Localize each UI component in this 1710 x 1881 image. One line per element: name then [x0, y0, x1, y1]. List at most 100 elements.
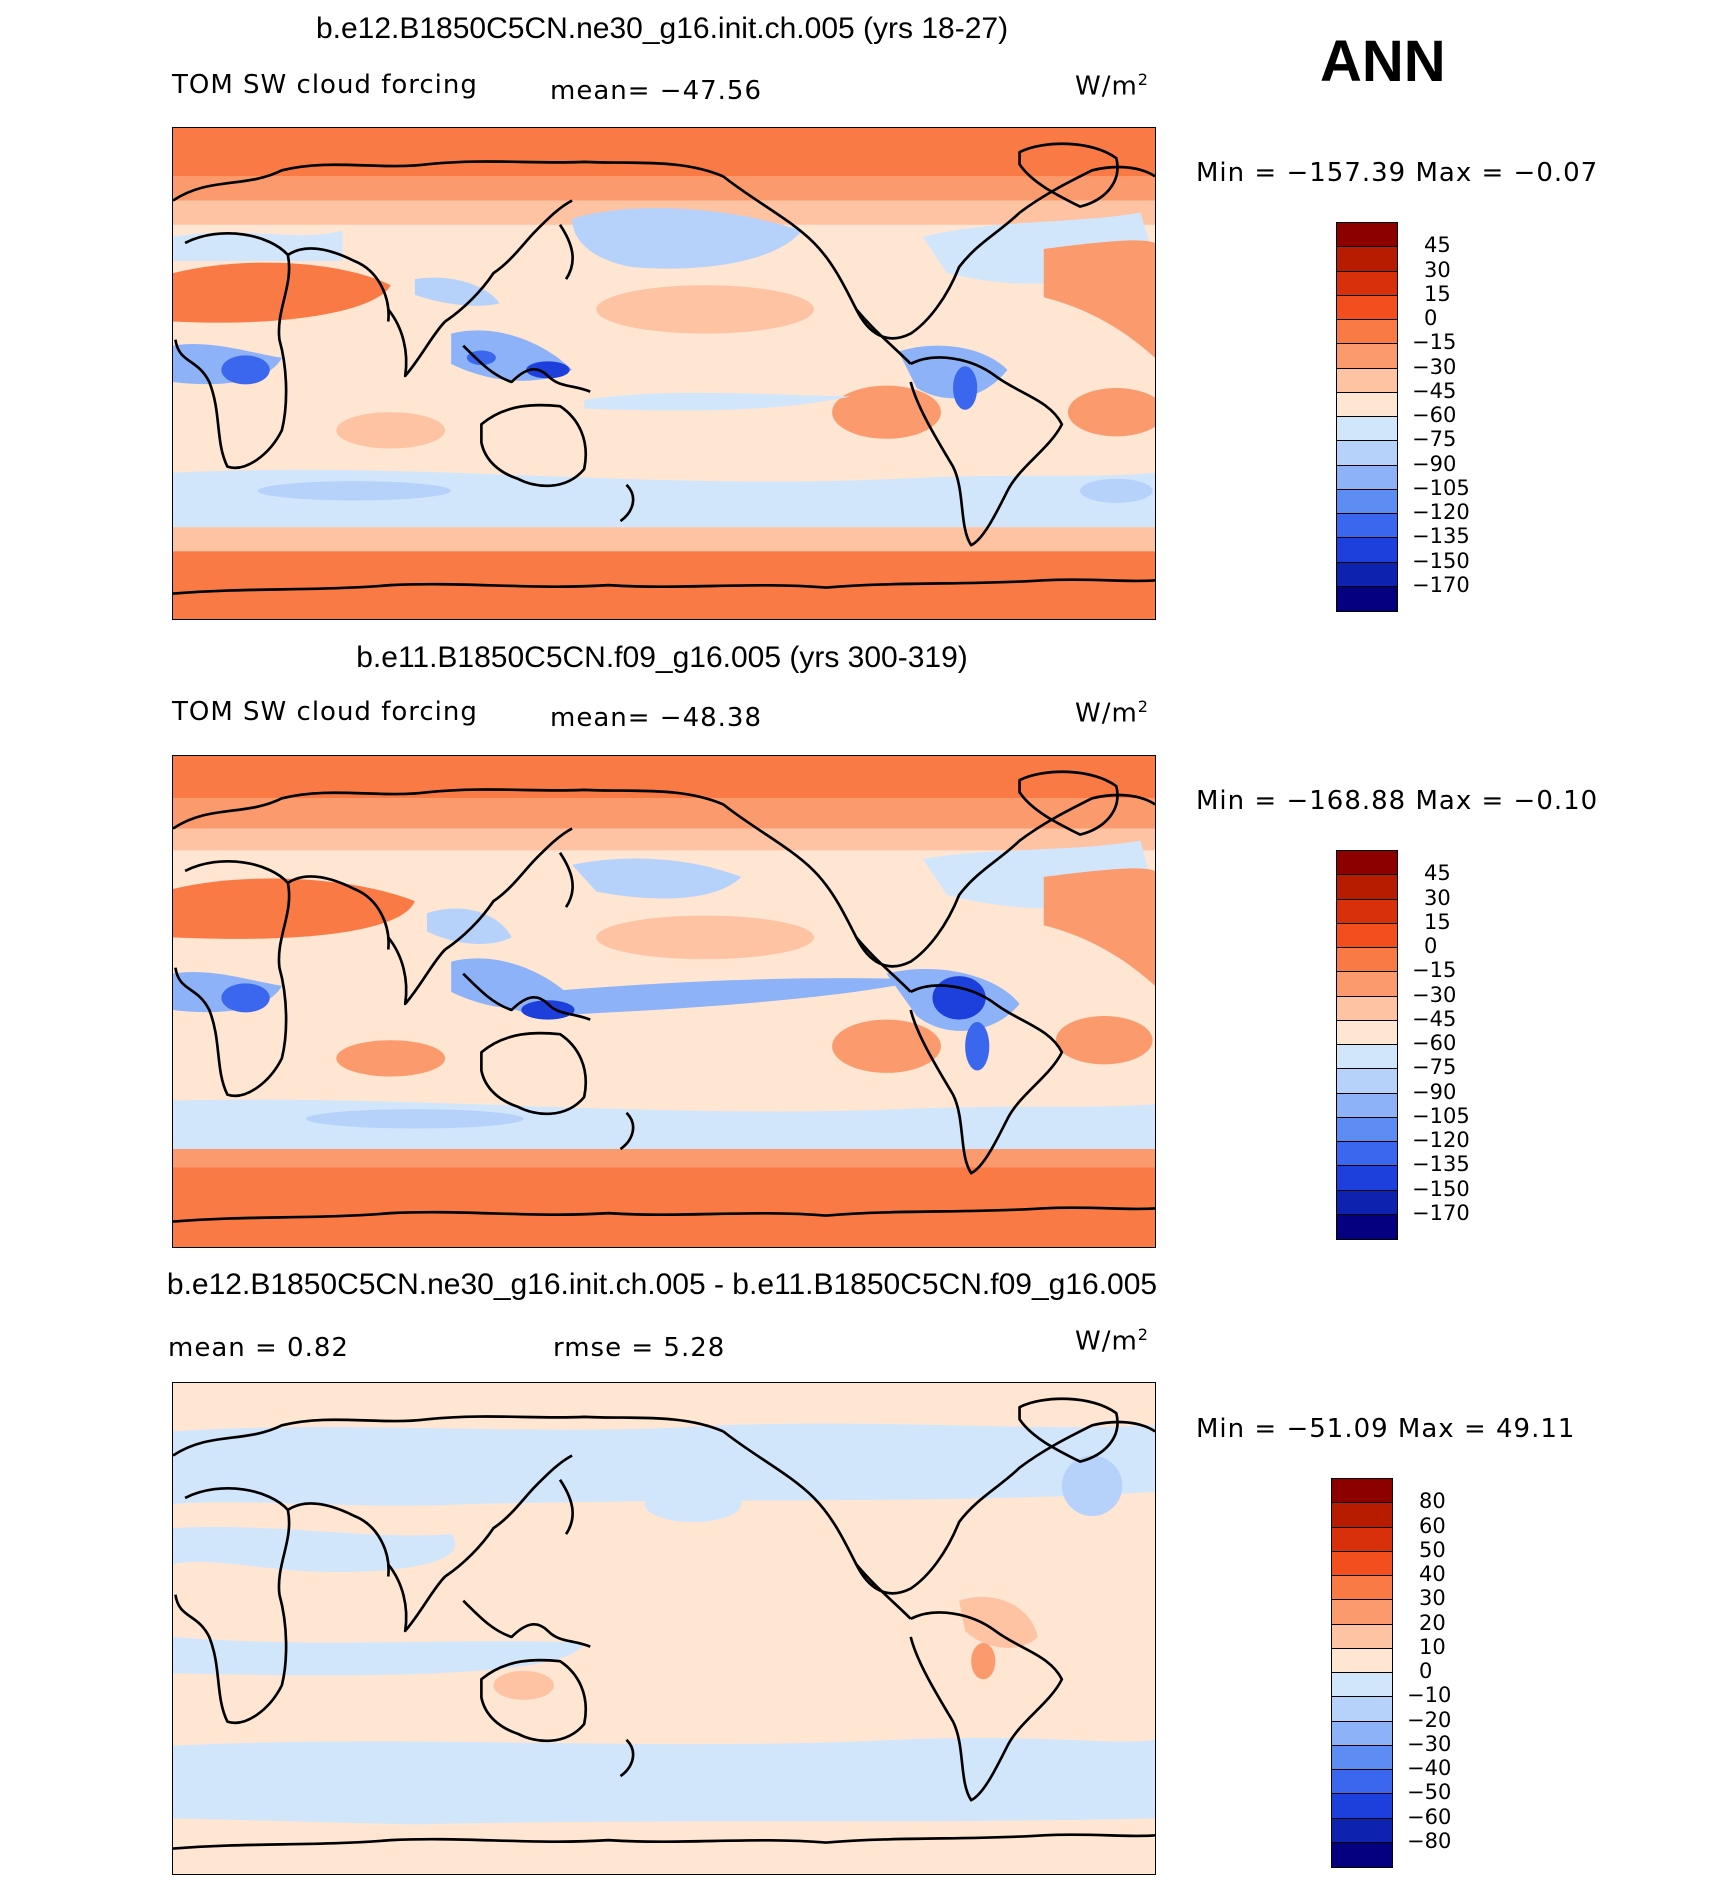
panel-2-colorbar-tick-label: 0	[1424, 934, 1438, 958]
panel-2-colorbar	[1336, 850, 1398, 1240]
panel-1-colorbar-tick-label: 45	[1424, 233, 1451, 258]
panel-1-colorbar-segment	[1337, 320, 1397, 345]
panel-2-colorbar-tick-label: −75	[1412, 1055, 1457, 1080]
panel-2-colorbar-tick-label: −60	[1412, 1031, 1457, 1055]
panel-3-colorbar-tick-label: 10	[1419, 1634, 1446, 1659]
panel-2-minmax: Min = −168.88 Max = −0.10	[1196, 786, 1599, 816]
panel-1-colorbar-tick-label: −75	[1412, 427, 1457, 452]
panel-3-colorbar-segment	[1332, 1503, 1392, 1528]
panel-3-colorbar-tick-label: −80	[1407, 1828, 1452, 1853]
panel-3-rmse: rmse = 5.28	[553, 1333, 726, 1363]
panel-2-colorbar-tick-label: −15	[1412, 958, 1457, 983]
season-label: ANN	[1320, 29, 1446, 94]
panel-3-colorbar-segment	[1332, 1527, 1392, 1552]
panel-3-map	[172, 1382, 1156, 1875]
panel-1-colorbar-tick-label: 15	[1424, 281, 1451, 306]
panel-3-colorbar-tick-label: −10	[1407, 1683, 1452, 1708]
panel-1-colorbar-tick-label: −45	[1412, 378, 1457, 403]
panel-3-colorbar-tick-label: 0	[1419, 1659, 1433, 1683]
panel-3-colorbar-tick-label: 60	[1419, 1513, 1446, 1538]
panel-1-colorbar-tick-label: −90	[1412, 451, 1457, 476]
panel-3-colorbar-tick-label: 20	[1419, 1610, 1446, 1635]
panel-1-colorbar-segment	[1337, 344, 1397, 369]
panel-2-map	[172, 755, 1156, 1248]
panel-2-colorbar-segment	[1337, 1214, 1397, 1239]
panel-1-colorbar-segment	[1337, 489, 1397, 514]
panel-2-variable-label: TOM SW cloud forcing	[172, 697, 478, 727]
panel-2-colorbar-segment	[1337, 1166, 1397, 1191]
panel-2-colorbar-tick-label: −105	[1412, 1103, 1470, 1128]
panel-2-colorbar-segment	[1337, 1117, 1397, 1142]
panel-3-colorbar-tick-label: −50	[1407, 1780, 1452, 1805]
panel-2-colorbar-tick-label: −170	[1412, 1200, 1470, 1225]
panel-3-colorbar-tick-label: 50	[1419, 1537, 1446, 1562]
panel-3-colorbar-tick-label: 80	[1419, 1489, 1446, 1514]
panel-2-colorbar-segment	[1337, 1142, 1397, 1167]
panel-3-colorbar-segment	[1332, 1551, 1392, 1576]
panel-2-colorbar-tick-label: −150	[1412, 1176, 1470, 1201]
panel-2-colorbar-tick-label: −45	[1412, 1006, 1457, 1031]
panel-3-colorbar-tick-label: 30	[1419, 1586, 1446, 1611]
panel-1-colorbar-segment	[1337, 223, 1397, 248]
panel-3-colorbar-segment	[1332, 1794, 1392, 1819]
panel-1-colorbar-tick-label: −30	[1412, 354, 1457, 379]
panel-2-colorbar-segment	[1337, 1190, 1397, 1215]
panel-3-colorbar-segment	[1332, 1479, 1392, 1504]
panel-2-colorbar-tick-label: −120	[1412, 1128, 1470, 1152]
panel-1-colorbar-segment	[1337, 441, 1397, 466]
panel-2-colorbar-segment	[1337, 1020, 1397, 1045]
panel-2-units: W/m2	[1075, 697, 1149, 729]
panel-1-variable-label: TOM SW cloud forcing	[172, 70, 478, 100]
panel-1-colorbar-segment	[1337, 586, 1397, 611]
panel-3-colorbar-segment	[1332, 1745, 1392, 1770]
panel-2-colorbar-segment	[1337, 875, 1397, 900]
panel-2-colorbar-tick-label: −135	[1412, 1152, 1470, 1177]
panel-2-colorbar-segment	[1337, 1045, 1397, 1070]
panel-3-colorbar-segment	[1332, 1624, 1392, 1649]
panel-1-units: W/m2	[1075, 70, 1149, 102]
panel-1-colorbar-segment	[1337, 538, 1397, 563]
panel-2-colorbar-tick-label: −90	[1412, 1079, 1457, 1104]
panel-1-colorbar-segment	[1337, 465, 1397, 490]
panel-2-colorbar-segment	[1337, 851, 1397, 876]
panel-3-colorbar-segment	[1332, 1770, 1392, 1795]
panel-2-colorbar-segment	[1337, 948, 1397, 973]
panel-1-colorbar	[1336, 222, 1398, 612]
panel-1-colorbar-segment	[1337, 271, 1397, 296]
panel-3-colorbar-segment	[1332, 1648, 1392, 1673]
panel-3-colorbar-tick-label: −30	[1407, 1731, 1452, 1756]
panel-1-colorbar-tick-label: −120	[1412, 500, 1470, 524]
panel-1-colorbar-segment	[1337, 295, 1397, 320]
panel-1-colorbar-tick-label: −60	[1412, 403, 1457, 427]
panel-3-units: W/m2	[1075, 1325, 1149, 1357]
panel-1-colorbar-segment	[1337, 247, 1397, 272]
panel-1-mean-label: mean= −47.56	[550, 76, 762, 106]
panel-3-colorbar-tick-label: 40	[1419, 1562, 1446, 1586]
panel-1-colorbar-segment	[1337, 514, 1397, 539]
panel-3-colorbar-tick-label: −20	[1407, 1707, 1452, 1732]
panel-2-colorbar-segment	[1337, 1069, 1397, 1094]
panel-3-colorbar-segment	[1332, 1721, 1392, 1746]
panel-3-colorbar-segment	[1332, 1673, 1392, 1698]
panel-2-mean-label: mean= −48.38	[550, 703, 762, 733]
panel-1-colorbar-segment	[1337, 562, 1397, 587]
panel-3-colorbar-segment	[1332, 1600, 1392, 1625]
panel-1-mean-value: mean= −47.56	[550, 76, 763, 106]
panel-2-colorbar-segment	[1337, 972, 1397, 997]
panel-1-colorbar-tick-label: −135	[1412, 524, 1470, 549]
panel-1-colorbar-tick-label: −170	[1412, 572, 1470, 597]
panel-3-minmax: Min = −51.09 Max = 49.11	[1196, 1414, 1576, 1444]
panel-1-colorbar-tick-label: −105	[1412, 475, 1470, 500]
panel-3-colorbar-segment	[1332, 1576, 1392, 1601]
panel-2-title: b.e11.B1850C5CN.f09_g16.005 (yrs 300-319…	[356, 641, 968, 674]
panel-3-title: b.e12.B1850C5CN.ne30_g16.init.ch.005 - b…	[166, 1268, 1158, 1301]
panel-2-colorbar-tick-label: −30	[1412, 982, 1457, 1007]
panel-2-colorbar-segment	[1337, 923, 1397, 948]
panel-3-mean: mean = 0.82	[168, 1333, 349, 1363]
panel-2-colorbar-segment	[1337, 996, 1397, 1021]
panel-2-mean-value: mean= −48.38	[550, 703, 763, 733]
panel-3-colorbar	[1331, 1478, 1393, 1868]
panel-1-colorbar-segment	[1337, 368, 1397, 393]
panel-1-title: b.e12.B1850C5CN.ne30_g16.init.ch.005 (yr…	[315, 12, 1009, 45]
panel-2-colorbar-segment	[1337, 1093, 1397, 1118]
